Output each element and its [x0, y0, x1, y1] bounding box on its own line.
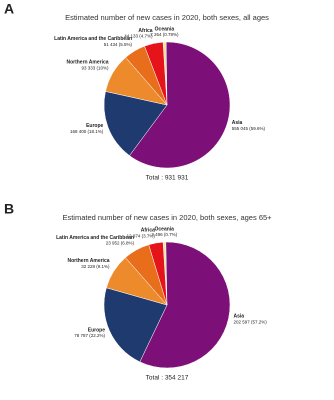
slice-name: Europe	[88, 327, 105, 333]
slice-value-label: 93 333 (10%)	[82, 65, 110, 70]
pie-slice	[148, 241, 168, 306]
slice-value-label: 32 228 (9.1%)	[81, 264, 110, 269]
slice-value-label: 555 045 (59.6%)	[232, 126, 266, 131]
slice-name: Latin America and the Caribbean	[54, 36, 132, 42]
slice-value-label: 78 787 (22.2%)	[74, 333, 105, 338]
chart-title: Estimated number of new cases in 2020, b…	[62, 213, 272, 222]
slice-name: Northern America	[67, 258, 109, 264]
slice-value-label: 7 264 (0.78%)	[150, 32, 179, 37]
slice-value-label: 23 952 (6.8%)	[106, 241, 135, 246]
slice-value-label: 2 496 (0.7%)	[151, 232, 177, 237]
pie-slice	[144, 41, 168, 106]
pie-slice	[129, 41, 231, 169]
total-label: Total : 931 931	[146, 175, 189, 182]
panel-label: A	[4, 1, 14, 17]
pie-slice	[103, 287, 168, 363]
slice-value-label: 51 434 (5.5%)	[104, 42, 133, 47]
slice-name: Latin America and the Caribbean	[56, 235, 134, 241]
chart-title: Estimated number of new cases in 2020, b…	[65, 13, 269, 22]
slice-value-label: 12 974 (3.7%)	[127, 233, 156, 238]
pie-slice	[103, 91, 168, 156]
slice-name: Africa	[138, 28, 152, 34]
slice-name: Oceania	[155, 26, 175, 32]
slice-name: Oceania	[155, 226, 175, 232]
panel-label: B	[4, 201, 14, 217]
slice-value-label: 202 597 (57.2%)	[233, 320, 267, 325]
slice-value-label: 168 400 (18.1%)	[70, 129, 104, 134]
slice-name: Europe	[86, 123, 103, 129]
slice-name: Asia	[232, 120, 243, 126]
slice-value-label: 44 133 (4.7%)	[124, 34, 153, 39]
slice-name: Africa	[141, 227, 155, 233]
slice-name: Northern America	[66, 60, 108, 66]
total-label: Total : 354 217	[146, 375, 189, 382]
slice-name: Asia	[233, 314, 244, 320]
pie-slice	[139, 241, 231, 369]
